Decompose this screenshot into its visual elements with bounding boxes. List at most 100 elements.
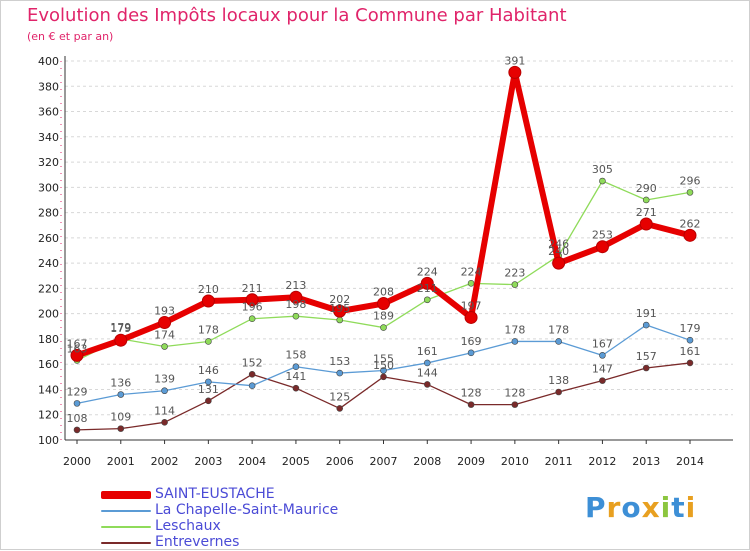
data-label: 174: [154, 329, 175, 342]
data-point: [467, 401, 475, 408]
data-label: 129: [67, 385, 88, 398]
data-point: [292, 363, 300, 371]
data-point: [205, 397, 212, 405]
data-point: [686, 189, 694, 196]
data-label: 163: [67, 342, 88, 355]
data-point: [380, 367, 387, 374]
data-point: [599, 177, 606, 185]
data-point: [467, 349, 475, 357]
data-point: [686, 359, 694, 367]
data-label: 208: [373, 286, 394, 299]
data-label: 211: [242, 282, 263, 295]
data-point: [161, 343, 168, 350]
data-point: [642, 364, 650, 372]
y-tick-label: 400: [38, 55, 59, 68]
data-point: [336, 405, 344, 412]
data-label: 155: [373, 353, 394, 366]
data-label: 271: [636, 206, 657, 219]
data-point: [245, 293, 259, 307]
data-label: 195: [329, 302, 350, 315]
data-label: 246: [548, 238, 569, 251]
data-point: [292, 312, 300, 320]
data-label: 178: [198, 323, 219, 336]
y-tick-label: 320: [38, 156, 59, 169]
data-label: 131: [198, 383, 219, 396]
x-tick-label: 2003: [194, 455, 222, 468]
y-tick-label: 240: [38, 257, 59, 270]
data-label: 210: [198, 283, 219, 296]
data-point: [511, 338, 519, 345]
data-label: 290: [636, 182, 657, 195]
data-point: [205, 378, 212, 386]
x-tick-label: 2001: [107, 455, 135, 468]
data-label: 161: [417, 345, 438, 358]
data-point: [73, 426, 81, 434]
x-tick-label: 2013: [632, 455, 660, 468]
data-label: 150: [373, 359, 394, 372]
data-point: [380, 373, 387, 381]
x-tick-label: 2006: [326, 455, 354, 468]
data-point: [201, 294, 215, 308]
y-tick-label: 160: [38, 358, 59, 371]
x-tick-label: 2000: [63, 455, 91, 468]
data-point: [686, 336, 694, 344]
data-point: [423, 381, 431, 388]
data-label: 178: [548, 323, 569, 336]
data-label: 161: [680, 345, 701, 358]
data-point: [642, 196, 650, 204]
y-tick-label: 200: [38, 308, 59, 321]
proxiti-logo: Proxiti: [585, 491, 697, 524]
data-point: [599, 352, 606, 359]
x-tick-label: 2012: [588, 455, 616, 468]
data-point: [289, 290, 303, 304]
legend-swatch: [101, 510, 151, 512]
y-tick-label: 100: [38, 434, 59, 447]
legend-label: La Chapelle-Saint-Maurice: [155, 502, 339, 518]
data-point: [70, 348, 84, 362]
data-label: 179: [110, 322, 131, 335]
data-label: 158: [285, 349, 306, 362]
legend-label: SAINT-EUSTACHE: [155, 486, 275, 502]
data-label: 147: [592, 363, 613, 376]
data-label: 144: [417, 366, 438, 379]
data-label: 296: [680, 174, 701, 187]
x-tick-label: 2007: [370, 455, 398, 468]
data-point: [117, 425, 125, 432]
data-point: [555, 338, 562, 345]
y-tick-label: 380: [38, 80, 59, 93]
chart-subtitle: (en € et par an): [27, 30, 114, 43]
data-label: 109: [110, 411, 131, 424]
x-tick-label: 2005: [282, 455, 310, 468]
chart-title: Evolution des Impôts locaux pour la Comm…: [27, 5, 567, 26]
data-label: 146: [198, 364, 219, 377]
data-point: [683, 228, 697, 242]
data-point: [161, 387, 168, 395]
y-tick-label: 220: [38, 282, 59, 295]
data-point: [508, 65, 522, 79]
legend-label: Entrevernes: [155, 534, 240, 550]
x-tick-label: 2004: [238, 455, 266, 468]
y-tick-label: 280: [38, 207, 59, 220]
data-point: [599, 377, 606, 384]
data-point: [377, 297, 390, 311]
data-point: [467, 280, 475, 287]
data-label: 108: [67, 412, 88, 425]
data-label: 213: [285, 279, 306, 292]
data-label: 152: [242, 356, 263, 369]
y-tick-label: 180: [38, 333, 59, 346]
data-point: [511, 401, 519, 408]
data-label: 191: [636, 307, 657, 320]
data-point: [642, 321, 650, 329]
data-point: [639, 217, 653, 231]
data-point: [423, 359, 431, 367]
data-label: 167: [67, 337, 88, 350]
data-point: [511, 281, 519, 288]
data-point: [595, 240, 609, 254]
data-point: [158, 316, 172, 330]
y-tick-label: 360: [38, 106, 59, 119]
data-label: 197: [461, 299, 482, 312]
data-label: 202: [329, 293, 350, 306]
data-point: [552, 256, 566, 270]
